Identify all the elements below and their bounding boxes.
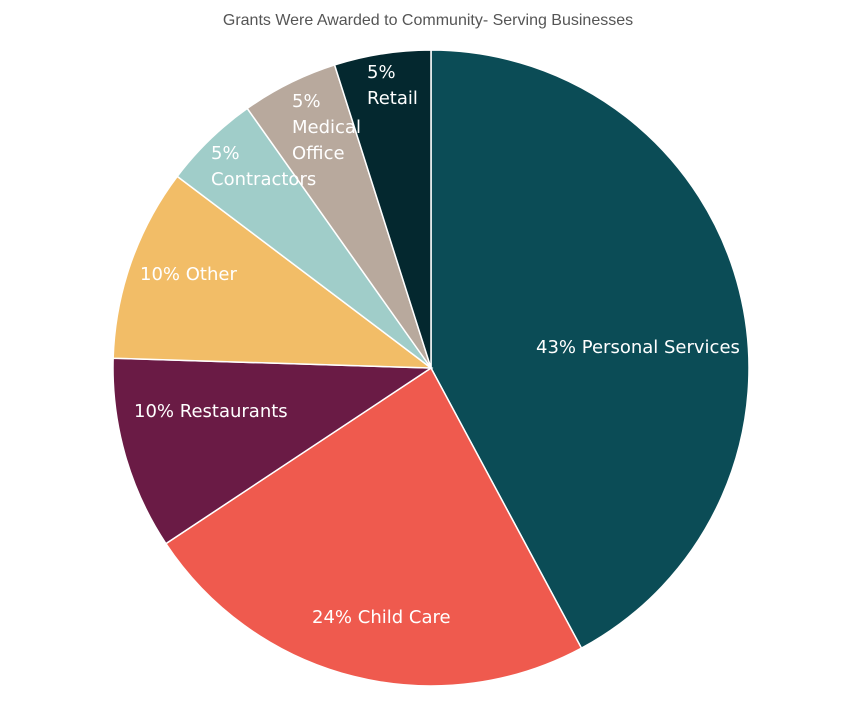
data-label: 10% Restaurants (134, 399, 288, 425)
category-label: Contractors (211, 169, 317, 190)
category-label: Medical Office (292, 117, 361, 164)
value-label: 43% (536, 337, 577, 358)
category-label: Personal Services (581, 337, 740, 358)
value-label: 24% (312, 607, 353, 628)
data-label: 5% Medical Office (292, 89, 372, 167)
data-label: 5% Retail (367, 60, 427, 112)
data-label: 5% Contractors (211, 141, 321, 193)
category-label: Child Care (357, 607, 451, 628)
data-label: 43% Personal Services (536, 335, 740, 361)
value-label: 10% (140, 264, 181, 285)
value-label: 5% (292, 91, 321, 112)
data-label: 24% Child Care (312, 605, 451, 631)
category-label: Retail (367, 88, 418, 109)
value-label: 5% (367, 62, 396, 83)
pie-slice (112, 357, 434, 545)
chart-title: Grants Were Awarded to Community- Servin… (222, 12, 634, 29)
pie-slice (333, 49, 432, 369)
value-label: 10% (134, 401, 175, 422)
data-label: 10% Other (140, 262, 237, 288)
pie-slice (164, 366, 583, 687)
pie-slice (112, 175, 434, 369)
value-label: 5% (211, 143, 240, 164)
category-label: Restaurants (179, 401, 288, 422)
category-label: Other (185, 264, 237, 285)
pie-slice (430, 49, 750, 650)
